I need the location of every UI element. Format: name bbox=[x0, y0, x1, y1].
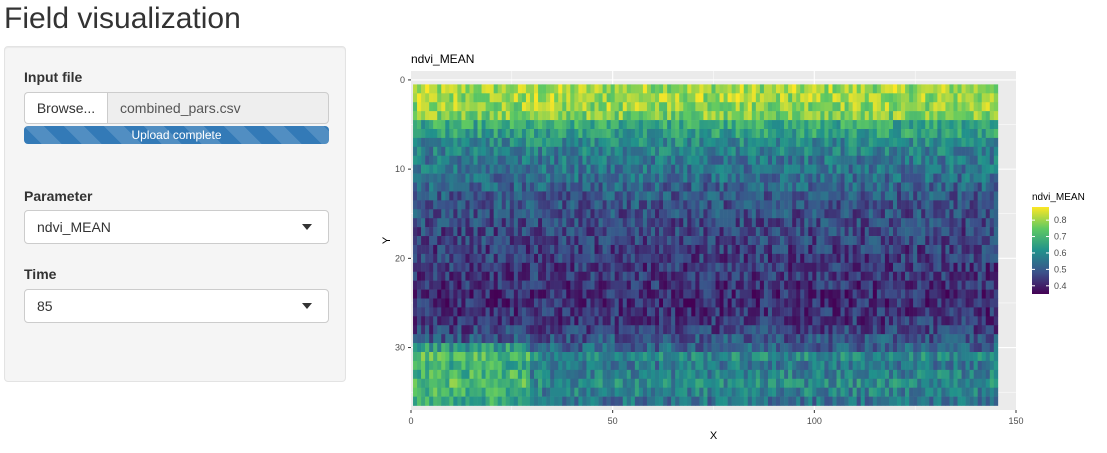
y-tick-label: 0 bbox=[400, 75, 405, 85]
browse-button[interactable]: Browse... bbox=[24, 92, 107, 124]
legend-title: ndvi_MEAN bbox=[1032, 192, 1085, 203]
chevron-down-icon bbox=[302, 224, 312, 230]
time-label: Time bbox=[24, 266, 57, 282]
parameter-selected-value: ndvi_MEAN bbox=[37, 219, 111, 235]
legend-tick-label: 0.4 bbox=[1054, 281, 1067, 291]
y-tick-label: 30 bbox=[395, 343, 405, 353]
upload-progress-text: Upload complete bbox=[131, 128, 222, 142]
y-tick-label: 20 bbox=[395, 253, 405, 263]
file-name-field[interactable]: combined_pars.csv bbox=[107, 92, 329, 124]
legend-tick-label: 0.6 bbox=[1054, 248, 1067, 258]
x-tick-label: 150 bbox=[1008, 416, 1023, 426]
plot-title: ndvi_MEAN bbox=[411, 52, 474, 66]
sidebar-panel: Input file Browse... combined_pars.csv U… bbox=[4, 46, 346, 382]
parameter-label: Parameter bbox=[24, 188, 93, 204]
x-tick-label: 50 bbox=[608, 416, 618, 426]
x-tick-label: 100 bbox=[807, 416, 822, 426]
time-select[interactable]: 85 bbox=[24, 289, 329, 323]
upload-progress-bar: Upload complete bbox=[24, 126, 329, 144]
chevron-down-icon bbox=[302, 303, 312, 309]
x-axis-label: X bbox=[710, 430, 718, 442]
legend-tick-label: 0.5 bbox=[1054, 264, 1067, 274]
legend-tick-label: 0.8 bbox=[1054, 215, 1067, 225]
legend-tick-label: 0.7 bbox=[1054, 232, 1067, 242]
page-title: Field visualization bbox=[4, 2, 241, 35]
x-tick-label: 0 bbox=[408, 416, 413, 426]
file-input-group: Browse... combined_pars.csv bbox=[24, 92, 329, 124]
time-selected-value: 85 bbox=[37, 298, 53, 314]
legend-colorbar bbox=[1032, 207, 1049, 294]
input-file-label: Input file bbox=[24, 69, 83, 85]
y-axis-label: Y bbox=[381, 236, 393, 244]
heatmap-cells bbox=[413, 84, 999, 406]
y-tick-label: 10 bbox=[395, 164, 405, 174]
parameter-select[interactable]: ndvi_MEAN bbox=[24, 210, 329, 244]
